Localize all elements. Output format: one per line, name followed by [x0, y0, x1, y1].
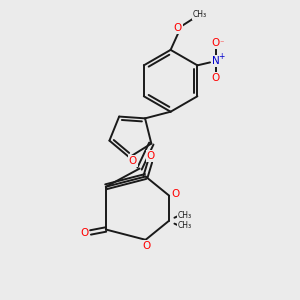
Text: CH₃: CH₃: [177, 211, 191, 220]
Text: O: O: [174, 23, 182, 33]
Text: O: O: [212, 38, 220, 48]
Text: O: O: [80, 228, 88, 238]
Text: N: N: [212, 56, 220, 66]
Text: O: O: [129, 156, 137, 166]
Text: ⁻: ⁻: [220, 39, 224, 48]
Text: O: O: [212, 73, 220, 83]
Text: O: O: [172, 190, 180, 200]
Text: CH₃: CH₃: [177, 221, 191, 230]
Text: CH₃: CH₃: [193, 10, 207, 19]
Text: O: O: [146, 151, 155, 161]
Text: +: +: [219, 52, 225, 61]
Text: O: O: [142, 241, 150, 251]
